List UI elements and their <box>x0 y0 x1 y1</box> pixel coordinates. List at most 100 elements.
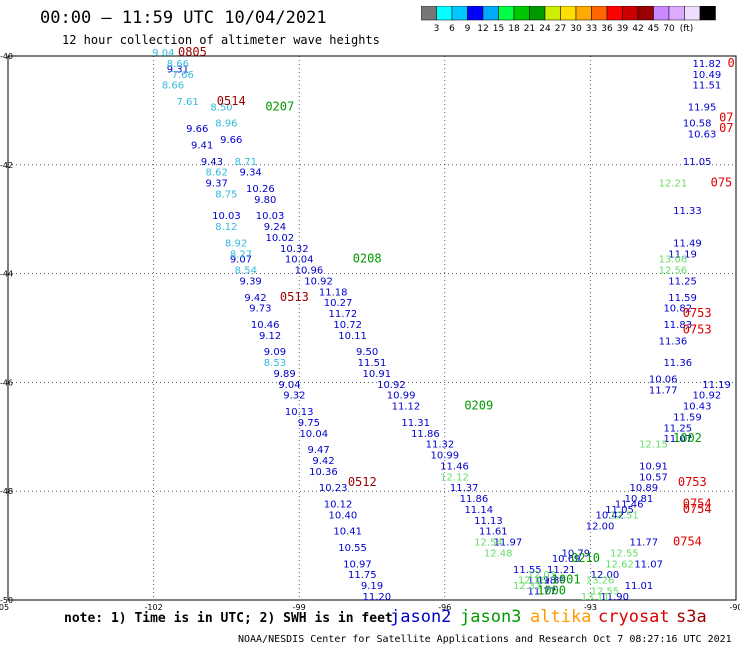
pass-time-label: 0754 <box>683 502 712 516</box>
wave-height-point: 11.46 <box>440 461 469 472</box>
wave-height-point: 11.20 <box>363 592 392 603</box>
wave-height-point: 12.56 <box>659 266 688 277</box>
wave-height-point: 11.13 <box>474 516 503 527</box>
wave-height-point: 11.12 <box>392 402 421 413</box>
x-tick-label: -102 <box>145 603 163 612</box>
legend-entry-jason2: jason2 <box>390 607 452 627</box>
wave-height-point: 11.82 <box>693 59 722 70</box>
y-tick-label: -42 <box>0 161 13 170</box>
wave-height-point: 10.92 <box>304 276 333 287</box>
wave-height-point: 10.26 <box>246 184 275 195</box>
wave-height-point: 12.48 <box>484 548 513 559</box>
wave-height-point: 10.32 <box>280 244 309 255</box>
wave-height-point: 10.99 <box>430 451 459 462</box>
wave-height-point: 11.05 <box>605 505 634 516</box>
wave-height-point: 12.54 <box>474 538 503 549</box>
pass-time-label: 0207 <box>265 99 294 113</box>
pass-time-label: 0210 <box>571 551 600 565</box>
pass-time-label: 0513 <box>280 290 309 304</box>
pass-time-label: 0754 <box>683 497 712 511</box>
wave-height-point: 9.47 <box>307 445 329 456</box>
y-tick-label: -44 <box>0 270 13 279</box>
wave-height-point: 12.21 <box>659 179 688 190</box>
wave-height-point: 11.14 <box>464 505 493 516</box>
wave-height-point: 8.27 <box>230 249 252 260</box>
wave-height-point: 11.37 <box>450 483 479 494</box>
wave-height-point: 8.92 <box>225 238 247 249</box>
wave-height-point: 12.51 <box>610 510 639 521</box>
wave-height-point: 11.19 <box>702 380 731 391</box>
wave-height-point: 11.55 <box>513 565 542 576</box>
colorbar-label: 3 <box>434 24 440 34</box>
colorbar-label: 9 <box>465 24 471 34</box>
colorbar-label: 42 <box>632 24 643 34</box>
wave-height-point: 8.53 <box>264 358 286 369</box>
wave-height-point: 9.43 <box>201 157 223 168</box>
wave-height-point: 11.36 <box>659 336 688 347</box>
wave-height-point: 10.63 <box>688 130 717 141</box>
wave-height-point: 11.61 <box>479 527 508 538</box>
wave-height-point: 11.72 <box>329 309 358 320</box>
wave-height-point: 9.04 <box>278 380 300 391</box>
legend-entry-altika: altika <box>530 607 592 627</box>
wave-height-point: 10.40 <box>329 510 358 521</box>
y-tick-label: -40 <box>0 52 13 61</box>
wave-height-point: 10.91 <box>363 369 392 380</box>
wave-height-point: 10.92 <box>693 391 722 402</box>
pass-time-label: 0514 <box>217 94 246 108</box>
wave-height-point: 10.69 <box>552 554 581 565</box>
wave-height-point: 10.46 <box>251 320 280 331</box>
wave-height-point: 10.97 <box>343 559 372 570</box>
wave-height-point: 11.98 <box>528 576 557 587</box>
legend-entry-jason3: jason3 <box>460 607 522 627</box>
x-tick-label: -96 <box>438 603 451 612</box>
wave-height-point: 10.41 <box>333 527 362 538</box>
pass-time-label: 0753 <box>678 475 707 489</box>
wave-height-point: 12.12 <box>440 472 469 483</box>
y-tick-label: -48 <box>0 487 13 496</box>
wave-height-point: 10.91 <box>639 461 668 472</box>
pass-time-label: 0208 <box>353 252 382 266</box>
wave-height-point: 10.96 <box>295 266 324 277</box>
wave-height-point: 9.42 <box>244 293 266 304</box>
wave-height-point: 11.39 <box>537 576 566 587</box>
wave-height-point: 8.75 <box>215 189 237 200</box>
wave-height-point: 9.39 <box>240 276 262 287</box>
wave-height-point: 11.36 <box>663 358 692 369</box>
colorbar-label: 45 <box>648 24 659 34</box>
wave-height-point: 7.61 <box>176 97 198 108</box>
wave-height-point: 12.36 <box>518 576 547 587</box>
wave-height-point: 7.66 <box>172 70 194 81</box>
wave-height-point: 11.83 <box>663 320 692 331</box>
colorbar-label: (ft) <box>680 24 694 34</box>
wave-height-point: 11.05 <box>683 157 712 168</box>
color-scale-legend: 3 6 9 12 15 18 21 24 27 30 33 36 39 42 45 70 (ft) <box>421 6 716 34</box>
wave-height-point: 10.13 <box>285 407 314 418</box>
chart-title: 00:00 – 11:59 UTC 10/04/2021 <box>40 8 327 28</box>
wave-height-point: 12.00 <box>591 570 620 581</box>
pass-time-label: 0753 <box>683 322 712 336</box>
wave-height-point: 8.62 <box>206 168 228 179</box>
wave-height-point: 8.50 <box>210 102 232 113</box>
wave-height-point: 8.66 <box>162 81 184 92</box>
wave-height-point: 12.62 <box>605 559 634 570</box>
wave-height-point: 9.50 <box>356 347 378 358</box>
pass-time-label: 0805 <box>178 45 207 59</box>
legend-entry-cryosat: cryosat <box>598 607 670 627</box>
wave-height-point: 11.90 <box>600 592 629 603</box>
wave-height-point: 11.01 <box>625 581 654 592</box>
wave-height-point: 10.82 <box>663 304 692 315</box>
wave-height-point: 8.96 <box>215 119 237 130</box>
wave-height-point: 10.49 <box>693 70 722 81</box>
colorbar-label: 39 <box>617 24 629 34</box>
wave-height-point: 11.77 <box>528 587 557 598</box>
pass-time-label: 0209 <box>464 399 493 413</box>
wave-height-point: 10.79 <box>562 548 591 559</box>
pass-time-label: 0 <box>728 56 735 70</box>
wave-height-point: 11.77 <box>649 385 678 396</box>
colorbar-swatch <box>699 6 716 21</box>
chart-subtitle: 12 hour collection of altimeter wave hei… <box>62 33 380 47</box>
wave-height-point: 11.21 <box>547 565 576 576</box>
wave-height-point: 9.34 <box>240 168 262 179</box>
